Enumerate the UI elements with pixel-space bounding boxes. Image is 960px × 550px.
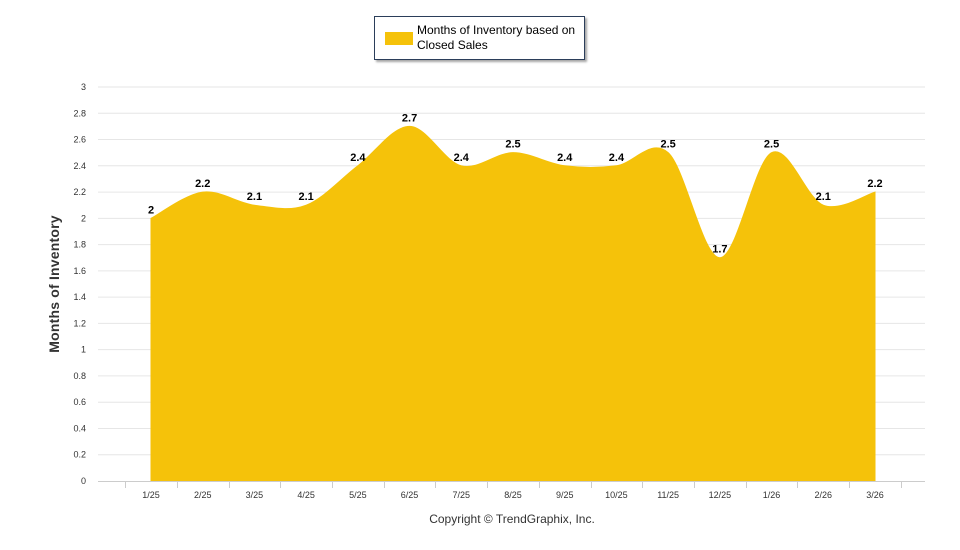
data-label: 2.5 — [660, 139, 675, 151]
x-tick-label: 10/25 — [605, 490, 628, 500]
legend-label: Months of Inventory based on Closed Sale… — [417, 23, 576, 52]
x-tick-label: 2/25 — [194, 490, 212, 500]
y-tick-label: 0.2 — [73, 450, 86, 460]
data-label: 2.1 — [816, 191, 831, 203]
copyright-credit: Copyright © TrendGraphix, Inc. — [429, 512, 595, 526]
x-tick-label: 9/25 — [556, 490, 574, 500]
area-series — [150, 125, 876, 482]
x-tick-label: 3/26 — [866, 490, 884, 500]
legend: Months of Inventory based on Closed Sale… — [374, 16, 585, 60]
y-tick-label: 0.6 — [73, 397, 86, 407]
y-tick-label: 3 — [81, 82, 86, 92]
data-label: 2 — [148, 204, 154, 216]
legend-swatch — [385, 32, 413, 45]
data-label: 2.4 — [557, 152, 573, 164]
y-tick-label: 1.4 — [73, 292, 86, 302]
data-label: 2.1 — [247, 191, 262, 203]
x-tick-label: 6/25 — [401, 490, 419, 500]
y-tick-label: 1 — [81, 345, 86, 355]
y-tick-label: 2.2 — [73, 187, 86, 197]
data-label: 2.2 — [867, 178, 882, 190]
y-tick-label: 0.8 — [73, 371, 86, 381]
y-tick-label: 1.2 — [73, 318, 86, 328]
y-tick-label: 2.4 — [73, 161, 86, 171]
data-label: 2.5 — [764, 139, 779, 151]
y-tick-label: 2 — [81, 213, 86, 223]
data-label: 2.4 — [350, 152, 366, 164]
data-label: 2.4 — [454, 152, 470, 164]
x-tick-label: 2/26 — [815, 490, 833, 500]
data-label: 2.1 — [298, 191, 313, 203]
x-tick-label: 1/25 — [142, 490, 160, 500]
area-fill — [150, 125, 876, 482]
data-label: 2.4 — [609, 152, 625, 164]
x-tick-label: 4/25 — [297, 490, 315, 500]
x-tick-label: 7/25 — [453, 490, 471, 500]
x-tick-label: 8/25 — [504, 490, 522, 500]
y-tick-label: 0.4 — [73, 423, 86, 433]
x-tick-label: 1/26 — [763, 490, 781, 500]
y-axis-title: Months of Inventory — [46, 215, 62, 353]
data-labels: 2 2.2 2.1 2.1 2.4 2.7 2.4 2.5 2.4 2.4 2.5 1.7 2.5 2.1… — [148, 112, 883, 255]
y-tick-label: 1.8 — [73, 240, 86, 250]
x-tick-label: 11/25 — [657, 490, 679, 500]
data-label: 1.7 — [712, 244, 727, 256]
y-tick-label: 1.6 — [73, 266, 86, 276]
x-tick-label: 5/25 — [349, 490, 367, 500]
y-tick-label: 2.8 — [73, 108, 86, 118]
y-tick-label: 2.6 — [73, 135, 86, 145]
x-tick-label: 12/25 — [709, 490, 732, 500]
x-axis: 1/25 2/25 3/25 4/25 5/25 6/25 7/25 8/25 9/25 10/2… — [98, 481, 925, 500]
data-label: 2.7 — [402, 112, 417, 124]
y-tick-label: 0 — [81, 476, 86, 486]
y-axis-ticks: 0 0.2 0.4 0.6 0.8 1 1.2 1.4 1.6 1.8 2 2.2 2.4 2.6 2.8 3 — [73, 82, 86, 486]
x-tick-label: 3/25 — [246, 490, 264, 500]
data-label: 2.5 — [505, 139, 520, 151]
data-label: 2.2 — [195, 178, 210, 190]
